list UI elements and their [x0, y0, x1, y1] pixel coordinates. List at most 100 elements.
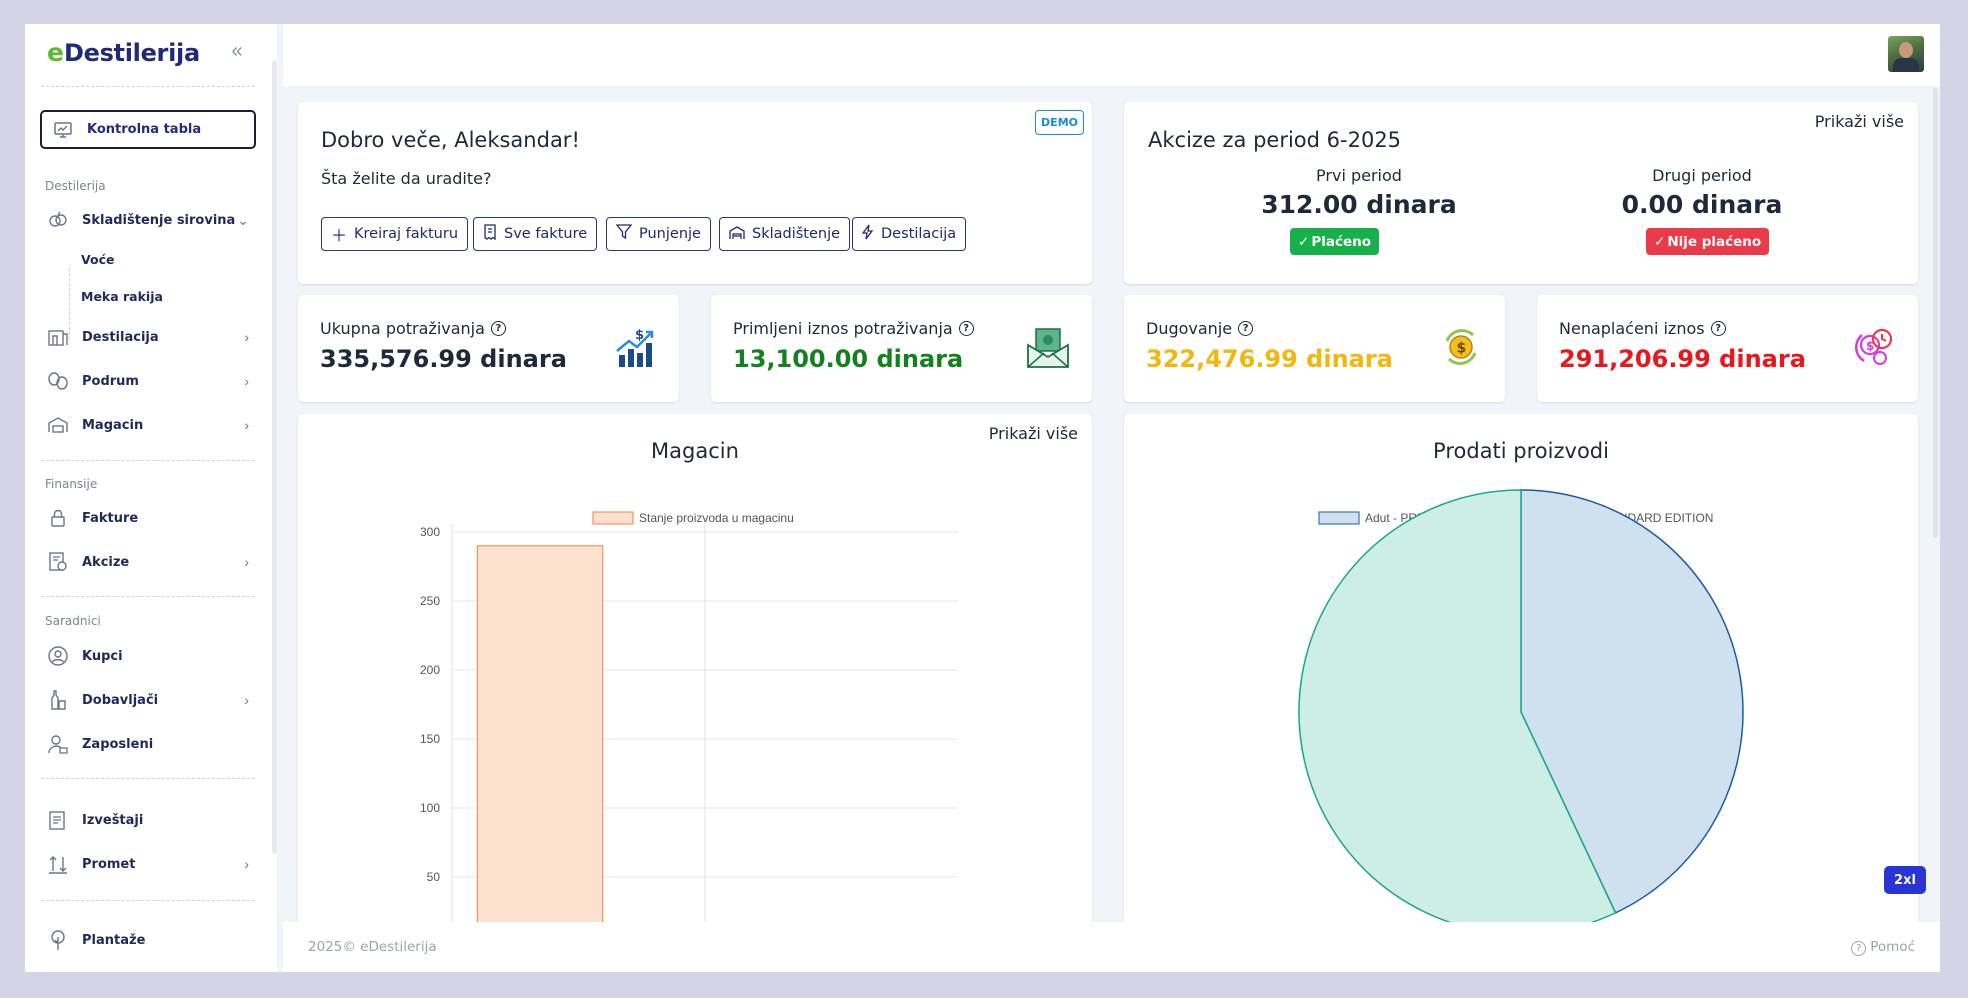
tax-document-icon: [47, 551, 69, 573]
warehouse-icon: [47, 414, 69, 436]
stat-title-text: Ukupna potraživanja: [320, 319, 485, 338]
help-icon[interactable]: ?: [490, 321, 506, 336]
logo-text: Destilerija: [63, 38, 200, 67]
all-invoices-button[interactable]: Sve fakture: [473, 217, 598, 251]
stat-card-debt: Dugovanje ? 322,476.99 dinara $: [1124, 295, 1505, 402]
pie-slice: [1520, 489, 1744, 914]
sidebar-item-magacin[interactable]: Magacin ›: [47, 409, 257, 441]
bar-chart: Stanje proizvoda u magacinu 50 100 150 200 25…: [420, 511, 958, 934]
show-more-link[interactable]: Prikaži više: [988, 424, 1078, 443]
collapse-sidebar-icon[interactable]: «: [231, 40, 243, 62]
logo[interactable]: e Destilerija: [47, 38, 200, 67]
main-scrollbar[interactable]: [1933, 88, 1938, 538]
report-icon: [47, 809, 69, 831]
status-label: Nije plaćeno: [1667, 233, 1762, 250]
welcome-question: Šta želite da uradite?: [321, 169, 492, 188]
sidebar-item-label: Magacin: [82, 417, 144, 433]
lightning-icon: [861, 224, 874, 244]
footer-copyright: 2025© eDestilerija: [308, 939, 437, 955]
sidebar-item-label: Akcize: [82, 554, 130, 570]
sidebar-subitem-meka-rakija[interactable]: Meka rakija: [81, 289, 163, 304]
footer: 2025© eDestilerija ? Pomoć: [283, 922, 1940, 972]
divider: [41, 86, 255, 87]
legend-swatch: [1318, 511, 1360, 525]
create-invoice-button[interactable]: ＋ Kreiraj fakturu: [321, 217, 469, 251]
plus-icon: ＋: [331, 226, 348, 245]
sidebar-item-destilacija[interactable]: Destilacija ›: [47, 321, 257, 353]
chart-growth-icon: $: [616, 328, 654, 367]
first-period-value: 312.00 dinara: [1261, 190, 1457, 219]
sidebar-item-izvestaji[interactable]: Izveštaji: [47, 804, 257, 836]
button-label: Destilacija: [881, 226, 957, 242]
receipt-icon: [483, 224, 497, 244]
top-bar: [283, 24, 1940, 86]
sidebar-item-dobavljaci[interactable]: Dobavljači ›: [47, 684, 257, 716]
sold-products-chart-card: Prodati proizvodi Adut - PREMIUM EDITION…: [1124, 414, 1918, 934]
transfer-icon: [47, 853, 69, 875]
pie-chart: Adut - PREMIUM EDITIONAdut - STANDARD ED…: [1298, 489, 1744, 934]
button-label: Sve fakture: [504, 226, 588, 242]
barrels-icon: [47, 370, 69, 392]
paid-status-badge: ✓ Plaćeno: [1290, 228, 1379, 255]
sidebar-item-label: Fakture: [82, 510, 139, 526]
help-label: Pomoć: [1870, 939, 1915, 955]
chevron-right-icon: ›: [244, 373, 249, 389]
greeting: Dobro veče, Aleksandar!: [321, 128, 580, 152]
section-heading-saradnici: Saradnici: [45, 614, 101, 628]
stat-card-total-claims: Ukupna potraživanja ? 335,576.99 dinara …: [298, 295, 679, 402]
stat-title: Dugovanje ?: [1146, 319, 1254, 338]
distillation-button[interactable]: Destilacija: [852, 217, 967, 251]
help-icon[interactable]: ?: [958, 321, 974, 336]
chevron-down-icon: ⌄: [237, 211, 249, 228]
employee-icon: [47, 733, 69, 755]
show-more-link[interactable]: Prikaži više: [1814, 112, 1904, 131]
help-icon[interactable]: ?: [1238, 321, 1254, 336]
excise-title: Akcize za period 6-2025: [1148, 128, 1402, 152]
supplier-bottles-icon: [47, 689, 69, 711]
legend-swatch: [592, 511, 634, 525]
sidebar-item-label: Kupci: [82, 648, 123, 664]
sidebar-item-zaposleni[interactable]: Zaposleni: [47, 728, 257, 760]
stat-title: Nenaplaćeni iznos ?: [1559, 319, 1726, 338]
avatar[interactable]: [1888, 36, 1924, 72]
stat-title-text: Primljeni iznos potraživanja: [733, 319, 953, 338]
legend-label: Stanje proizvoda u magacinu: [639, 511, 794, 525]
chart-title: Magacin: [651, 439, 739, 463]
sidebar-item-podrum[interactable]: Podrum ›: [47, 365, 257, 397]
unpaid-status-badge: ✓ Nije plaćeno: [1646, 228, 1770, 255]
divider: [41, 596, 255, 597]
storage-button[interactable]: Skladištenje: [719, 217, 851, 251]
help-circle-icon: ?: [1851, 941, 1867, 956]
svg-text:$: $: [1866, 339, 1874, 353]
money-clock-icon: $: [1855, 328, 1893, 365]
demo-badge: DEMO: [1035, 110, 1084, 135]
help-link[interactable]: ? Pomoć: [1851, 939, 1915, 956]
warehouse-chart-card: Magacin Prikaži više Stanje proizvoda u …: [298, 414, 1092, 934]
sidebar-item-label: Kontrolna tabla: [87, 122, 202, 137]
sidebar-item-label: Plantaže: [82, 932, 146, 948]
tree-icon: [47, 929, 69, 951]
sidebar-item-plantaze[interactable]: Plantaže: [47, 924, 257, 956]
sidebar-item-kontrolna-tabla[interactable]: Kontrolna tabla: [40, 110, 256, 149]
sidebar-item-promet[interactable]: Promet ›: [47, 848, 257, 880]
chevron-right-icon: ›: [244, 329, 249, 345]
chevron-right-icon: ›: [244, 692, 249, 708]
sidebar-item-label: Izveštaji: [82, 812, 144, 828]
sidebar-item-label: Zaposleni: [82, 736, 154, 752]
sidebar-item-skladistenje[interactable]: Skladištenje sirovina ⌄: [47, 204, 257, 236]
app-window: e Destilerija « Kontrolna tabla Destiler…: [25, 24, 1940, 972]
stat-value: 335,576.99 dinara: [320, 345, 567, 373]
sidebar-item-akcize[interactable]: Akcize ›: [47, 546, 257, 578]
sidebar: e Destilerija « Kontrolna tabla Destiler…: [25, 24, 277, 972]
sidebar-item-kupci[interactable]: Kupci: [47, 640, 257, 672]
y-tick-label: 100: [420, 801, 440, 815]
sidebar-scrollbar[interactable]: [272, 60, 277, 854]
y-tick-label: 250: [420, 594, 440, 608]
sidebar-subitem-voce[interactable]: Voće: [81, 252, 115, 267]
help-icon[interactable]: ?: [1710, 321, 1726, 336]
sidebar-item-fakture[interactable]: Fakture: [47, 502, 257, 534]
filling-button[interactable]: Punjenje: [606, 217, 711, 251]
stat-title: Primljeni iznos potraživanja ?: [733, 319, 974, 338]
chevron-right-icon: ›: [244, 856, 249, 872]
chevron-right-icon: ›: [244, 417, 249, 433]
